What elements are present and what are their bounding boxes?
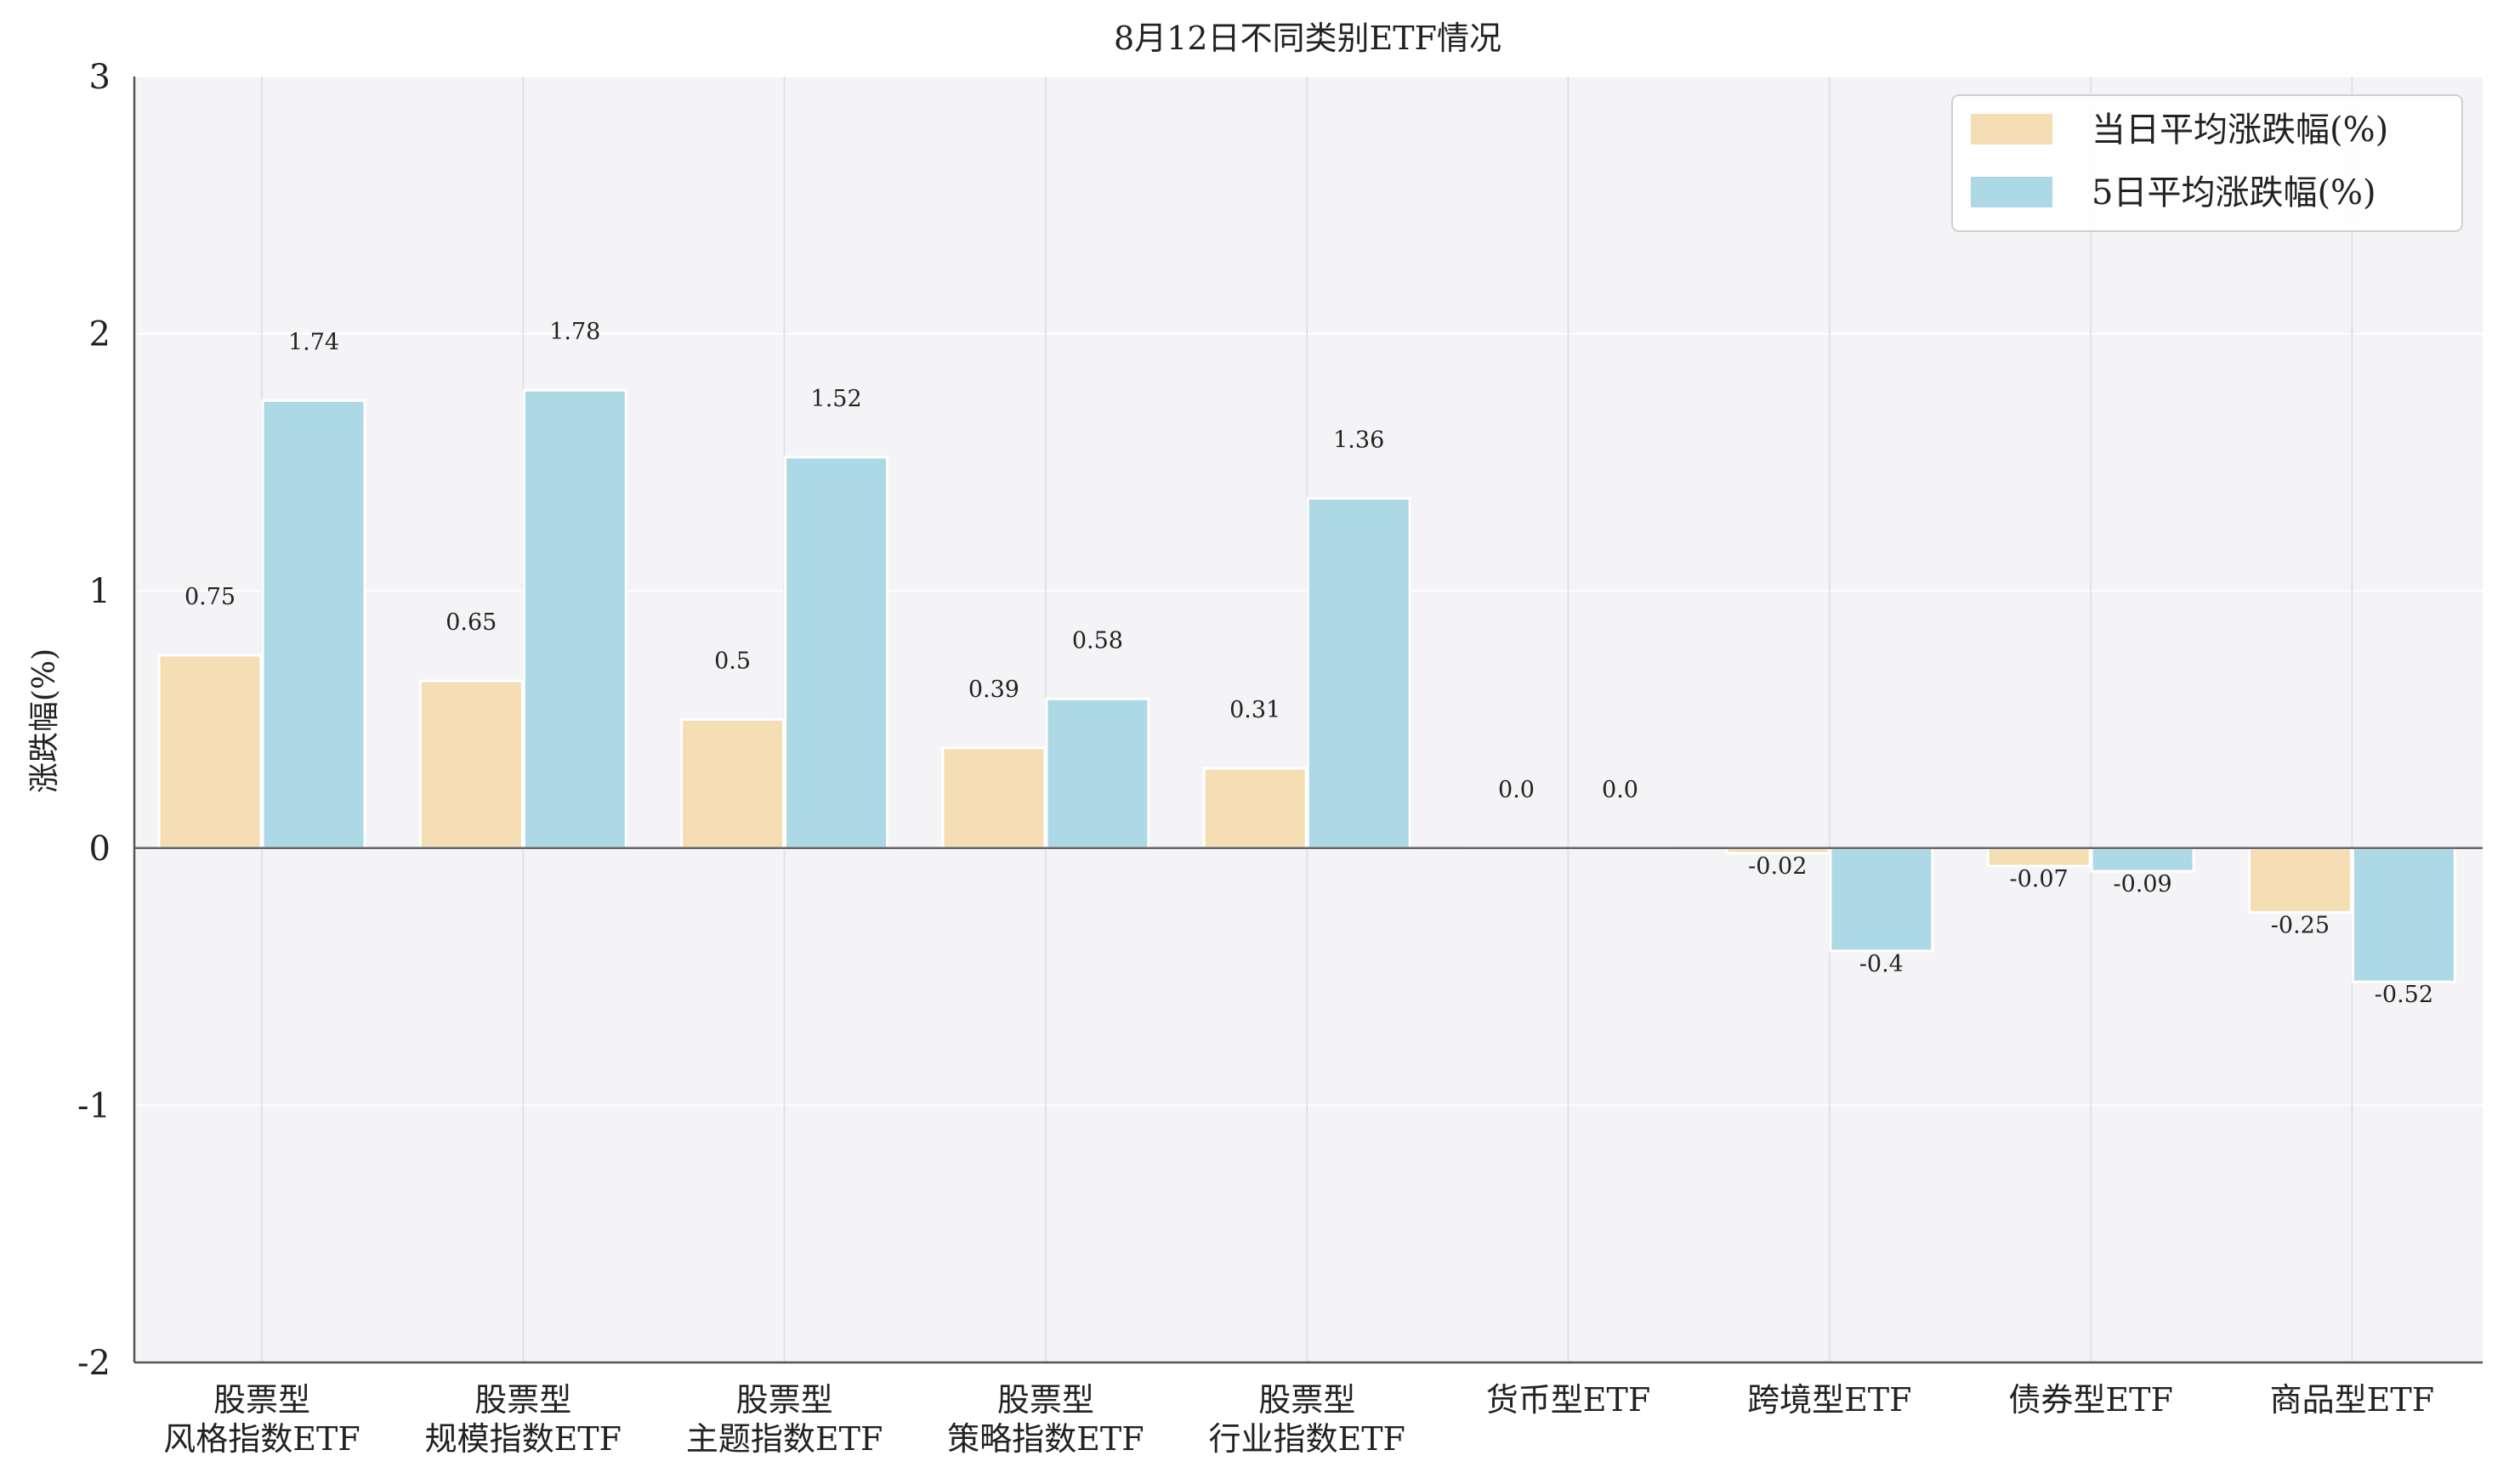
legend-swatch bbox=[1971, 114, 2052, 144]
value-label: 0.31 bbox=[1229, 697, 1280, 723]
value-label: 0.0 bbox=[1602, 777, 1638, 803]
y-tick-label: 0 bbox=[89, 830, 111, 869]
x-tick-label: 商品型ETF bbox=[2270, 1381, 2434, 1419]
bar-series-1 bbox=[1986, 847, 2092, 868]
tick-labels: -2-10123股票型风格指数ETF股票型规模指数ETF股票型主题指数ETF股票… bbox=[77, 58, 2434, 1458]
value-label: -0.07 bbox=[2009, 866, 2068, 892]
y-tick-label: 2 bbox=[89, 315, 111, 354]
x-tick-label: 股票型 bbox=[1258, 1381, 1355, 1419]
bar-series-1 bbox=[418, 679, 524, 850]
legend-label: 当日平均涨跌幅(%) bbox=[2092, 110, 2388, 150]
bar-series-2 bbox=[1306, 496, 1411, 850]
legend-label: 5日平均涨跌幅(%) bbox=[2092, 173, 2376, 212]
y-tick-label: 1 bbox=[89, 572, 111, 611]
x-tick-label: 主题指数ETF bbox=[686, 1420, 883, 1458]
bar-series-1 bbox=[157, 654, 263, 850]
x-tick-label: 债券型ETF bbox=[2008, 1381, 2172, 1419]
value-label: 0.75 bbox=[184, 584, 236, 610]
value-label: 0.5 bbox=[714, 649, 751, 675]
bar-series-2 bbox=[261, 399, 366, 850]
y-axis-label: 涨跌幅(%) bbox=[27, 649, 62, 793]
x-tick-label: 行业指数ETF bbox=[1208, 1420, 1405, 1458]
value-label: 0.39 bbox=[968, 677, 1019, 703]
axes bbox=[133, 76, 2483, 1364]
bar-series-2 bbox=[2090, 847, 2195, 873]
x-tick-label: 策略指数ETF bbox=[947, 1420, 1144, 1458]
x-tick-label: 规模指数ETF bbox=[425, 1420, 622, 1458]
value-label: 0.0 bbox=[1498, 777, 1535, 803]
legend-swatch bbox=[1971, 177, 2052, 207]
x-tick-label: 跨境型ETF bbox=[1747, 1381, 1911, 1419]
value-label: 1.52 bbox=[811, 386, 862, 412]
x-tick-label: 股票型 bbox=[997, 1381, 1094, 1419]
x-tick-label: 风格指数ETF bbox=[163, 1420, 360, 1458]
bars bbox=[157, 388, 2456, 983]
legend: 当日平均涨跌幅(%) 5日平均涨跌幅(%) bbox=[1951, 94, 2463, 232]
y-tick-label: -2 bbox=[77, 1344, 111, 1383]
bar-series-2 bbox=[784, 456, 889, 850]
bar-series-2 bbox=[2351, 847, 2456, 983]
value-label: 0.65 bbox=[446, 609, 497, 636]
value-label: 0.58 bbox=[1072, 627, 1123, 654]
bar-series-2 bbox=[522, 388, 627, 850]
bar-series-2 bbox=[1829, 847, 1934, 953]
x-tick-label: 股票型 bbox=[474, 1381, 571, 1419]
x-tick-label: 货币型ETF bbox=[1486, 1381, 1650, 1419]
value-label: 1.74 bbox=[288, 329, 339, 355]
bar-series-2 bbox=[1045, 697, 1150, 850]
chart-title: 8月12日不同类别ETF情况 bbox=[1114, 20, 1501, 57]
y-tick-label: 3 bbox=[89, 58, 111, 97]
value-label: -0.52 bbox=[2375, 982, 2433, 1008]
x-tick-label: 股票型 bbox=[213, 1381, 310, 1419]
bar-series-1 bbox=[680, 718, 786, 850]
value-label: 1.36 bbox=[1333, 427, 1384, 453]
value-labels: 0.75 0.65 0.5 0.39 0.31 0.0 -0.02 -0.07 -0.25 1.7… bbox=[184, 319, 2433, 1008]
value-label: -0.09 bbox=[2113, 871, 2171, 898]
y-tick-label: -1 bbox=[77, 1086, 111, 1125]
x-tick-label: 股票型 bbox=[736, 1381, 833, 1419]
bar-series-1 bbox=[941, 746, 1047, 850]
bar-series-1 bbox=[1202, 767, 1308, 850]
value-label: 1.78 bbox=[549, 319, 600, 345]
legend-box bbox=[1951, 94, 2463, 232]
value-label: -0.25 bbox=[2271, 912, 2330, 938]
bar-series-1 bbox=[2247, 847, 2353, 914]
value-label: -0.4 bbox=[1859, 951, 1904, 977]
value-label: -0.02 bbox=[1748, 853, 1807, 880]
